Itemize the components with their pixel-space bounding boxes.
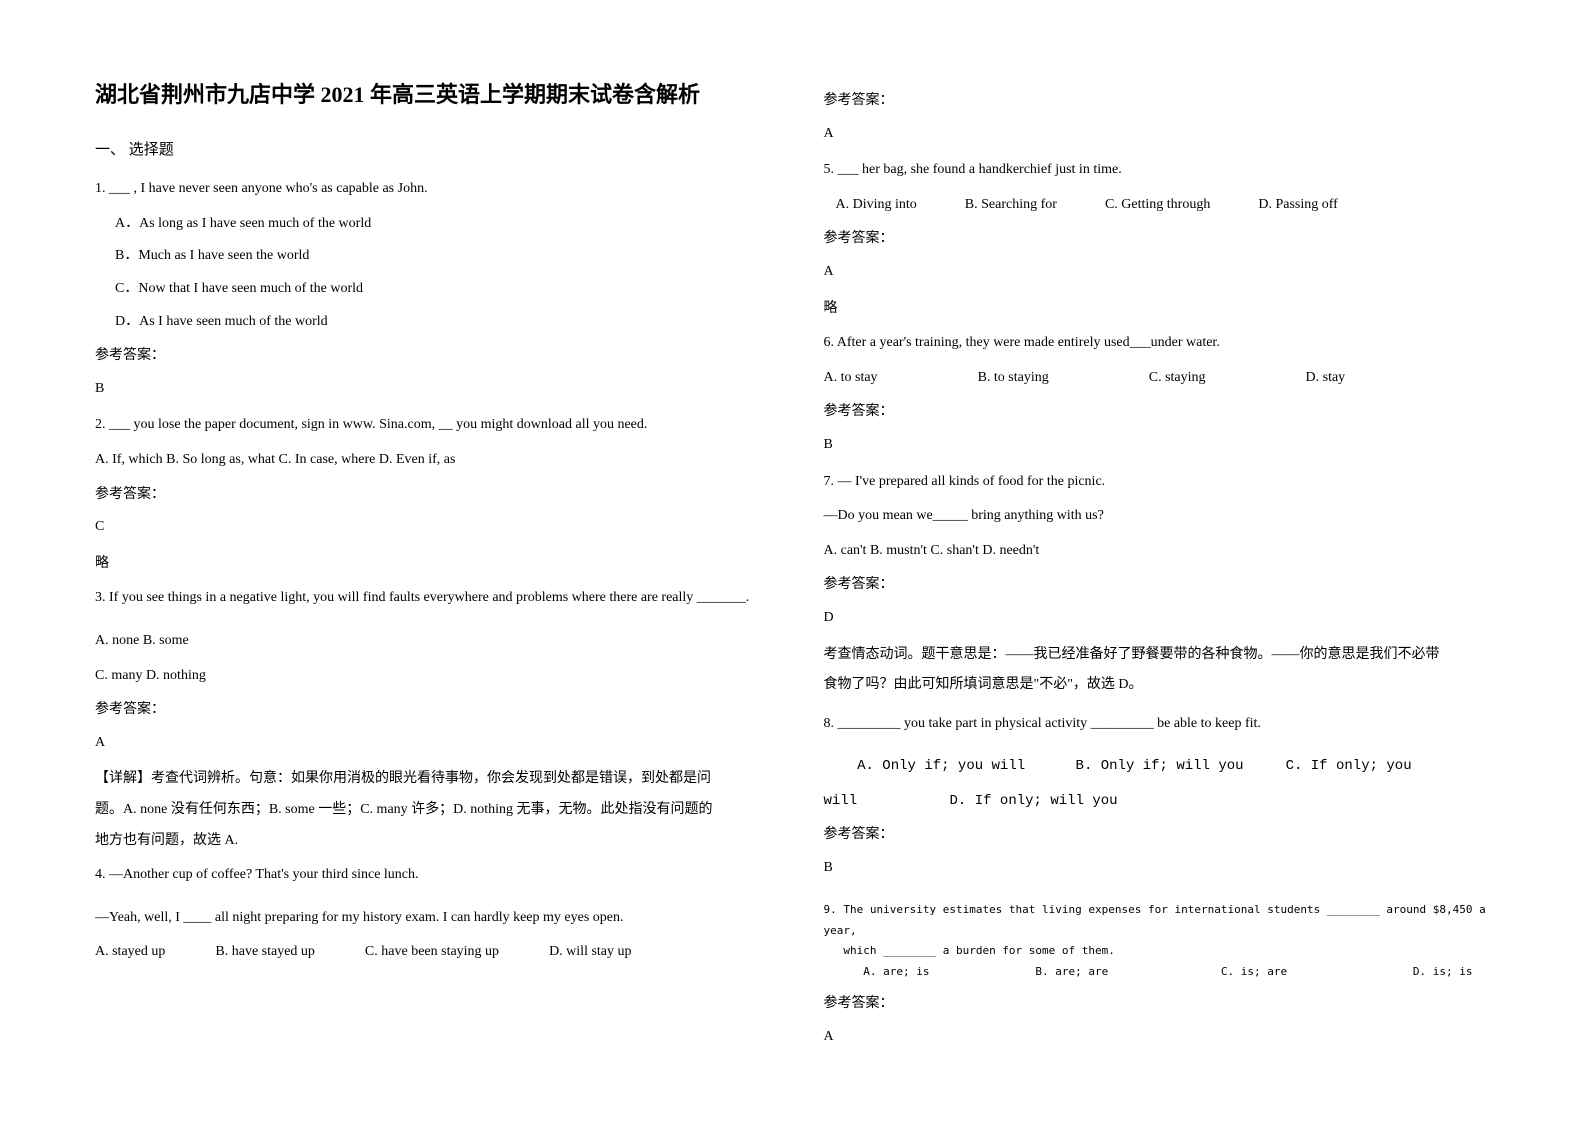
q5-answer: A [824,259,1493,286]
spacer [95,897,764,905]
q2-note: 略 [95,551,764,578]
q6-option-a: A. to stay [824,365,878,392]
spacer [824,745,1493,753]
q8-answer-label: 参考答案： [824,822,1493,849]
document-title: 湖北省荆州市九店中学 2021 年高三英语上学期期末试卷含解析 [95,80,764,111]
q3-explain-1: 【详解】考查代词辨析。句意：如果你用消极的眼光看待事物，你会发现到处都是错误，到… [95,766,764,793]
section-header: 一、 选择题 [95,136,764,165]
q6-option-d: D. stay [1306,365,1346,392]
q1-option-d: D．As I have seen much of the world [95,309,764,336]
q6-option-b: B. to staying [978,365,1049,392]
q7-answer: D [824,605,1493,632]
q2-stem: 2. ___ you lose the paper document, sign… [95,412,764,439]
q1-answer-label: 参考答案： [95,343,764,370]
q1-option-b: B．Much as I have seen the world [95,243,764,270]
q4-answer: A [824,121,1493,148]
q3-answer-label: 参考答案： [95,697,764,724]
q9-stem-2: which ________ a burden for some of them… [824,941,1493,962]
q3-explain-3: 地方也有问题，故选 A. [95,828,764,855]
right-column: 参考答案： A 5. ___ her bag, she found a hand… [824,80,1493,1060]
q6-answer-label: 参考答案： [824,399,1493,426]
q1-answer: B [95,376,764,403]
q2-answer-label: 参考答案： [95,482,764,509]
q9-answer: A [824,1024,1493,1051]
q4-option-d: D. will stay up [549,939,631,966]
q6-options-row: A. to stay B. to staying C. staying D. s… [824,365,1493,392]
q4-stem-2: —Yeah, well, I ____ all night preparing … [95,905,764,932]
q3-stem: 3. If you see things in a negative light… [95,585,764,612]
spacer [824,703,1493,711]
q6-answer: B [824,432,1493,459]
q8-answer: B [824,855,1493,882]
q4-stem-1: 4. —Another cup of coffee? That's your t… [95,862,764,889]
q1-option-a: A．As long as I have seen much of the wor… [95,211,764,238]
q5-options-row: A. Diving into B. Searching for C. Getti… [824,192,1493,219]
q5-option-c: C. Getting through [1105,192,1210,219]
q8-options-2: will D. If only; will you [824,788,1493,815]
q7-explain-2: 食物了吗？由此可知所填词意思是"不必"，故选 D。 [824,672,1493,699]
q3-options-cd: C. many D. nothing [95,663,764,690]
q2-options: A. If, which B. So long as, what C. In c… [95,447,764,474]
q3-explain-2: 题。A. none 没有任何东西；B. some 一些；C. many 许多；D… [95,797,764,824]
q8-options-1: A. Only if; you will B. Only if; will yo… [824,753,1493,780]
q5-option-d: D. Passing off [1258,192,1337,219]
q7-stem-2: —Do you mean we_____ bring anything with… [824,503,1493,530]
q9-options: A. are; is B. are; are C. is; are D. is;… [824,962,1493,983]
q5-option-a: A. Diving into [836,192,917,219]
q5-answer-label: 参考答案： [824,226,1493,253]
q8-stem: 8. _________ you take part in physical a… [824,711,1493,738]
q5-note: 略 [824,296,1493,323]
spacer [824,892,1493,900]
q3-answer: A [95,730,764,757]
q4-option-b: B. have stayed up [215,939,315,966]
q6-stem: 6. After a year's training, they were ma… [824,330,1493,357]
q1-option-c: C．Now that I have seen much of the world [95,276,764,303]
q5-option-b: B. Searching for [965,192,1057,219]
q4-option-c: C. have been staying up [365,939,499,966]
q7-options: A. can't B. mustn't C. shan't D. needn't [824,538,1493,565]
spacer [95,620,764,628]
q5-stem: 5. ___ her bag, she found a handkerchief… [824,157,1493,184]
q4-answer-label: 参考答案： [824,88,1493,115]
left-column: 湖北省荆州市九店中学 2021 年高三英语上学期期末试卷含解析 一、 选择题 1… [95,80,764,1060]
q9-stem-1: 9. The university estimates that living … [824,900,1493,942]
q3-options-ab: A. none B. some [95,628,764,655]
q1-stem: 1. ___ , I have never seen anyone who's … [95,176,764,203]
q6-option-c: C. staying [1149,365,1206,392]
page-container: 湖北省荆州市九店中学 2021 年高三英语上学期期末试卷含解析 一、 选择题 1… [0,0,1587,1100]
q9-answer-label: 参考答案： [824,991,1493,1018]
q7-stem-1: 7. — I've prepared all kinds of food for… [824,469,1493,496]
q4-option-a: A. stayed up [95,939,165,966]
q7-answer-label: 参考答案： [824,572,1493,599]
q4-options-row: A. stayed up B. have stayed up C. have b… [95,939,764,966]
q7-explain-1: 考查情态动词。题干意思是：——我已经准备好了野餐要带的各种食物。——你的意思是我… [824,642,1493,669]
q2-answer: C [95,514,764,541]
